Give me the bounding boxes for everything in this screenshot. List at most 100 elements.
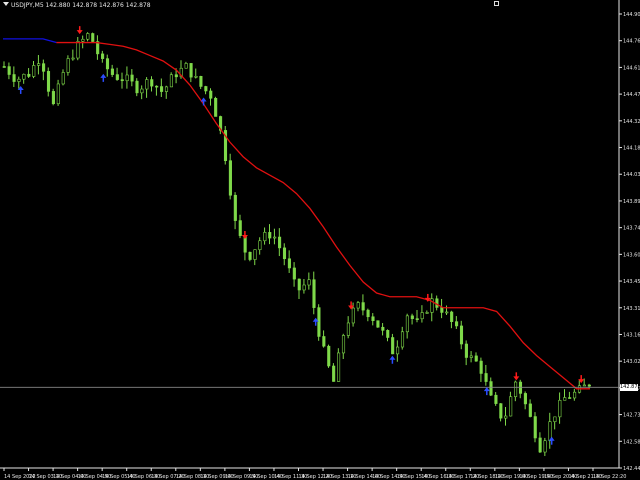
candle-body	[145, 79, 149, 90]
candle-body	[548, 421, 552, 442]
candle-body	[258, 240, 262, 250]
candle-body	[499, 403, 503, 419]
candle-body	[391, 337, 395, 355]
candle-body	[7, 66, 11, 75]
candle-body	[174, 74, 178, 78]
candle-body	[248, 251, 252, 260]
candle-body	[538, 437, 542, 453]
candle-body	[509, 396, 513, 417]
candle-body	[115, 74, 119, 80]
candle-body	[366, 309, 370, 318]
candle-body	[282, 247, 287, 260]
candle-body	[386, 330, 390, 338]
candle-body	[494, 394, 498, 404]
price-tick-label: 143.165	[623, 332, 640, 338]
candle-body	[459, 325, 464, 345]
candle-body	[292, 267, 296, 280]
moving-average-line	[56, 41, 590, 390]
candle-body	[484, 373, 488, 382]
time-tick-label: 14 Sep 07:20	[151, 474, 184, 480]
price-tick-label: 144.325	[623, 119, 640, 125]
candle-body	[228, 160, 232, 196]
sell-arrow-icon	[241, 231, 248, 240]
candle-body	[42, 63, 46, 72]
candle-body	[302, 284, 306, 291]
candle-body	[17, 78, 21, 82]
current-price-tag: 142.878	[620, 383, 640, 391]
candle-body	[396, 346, 400, 355]
price-tick-label: 143.020	[623, 359, 640, 365]
candle-body	[371, 316, 375, 321]
time-tick-label: 14 Sep 09:50	[225, 474, 258, 480]
candle-body	[81, 38, 85, 42]
time-tick-label: 14 Sep 14:50	[372, 474, 405, 480]
candle-body	[410, 315, 414, 319]
candle-body	[238, 220, 242, 236]
candle-body	[420, 312, 424, 320]
time-tick-label: 14 Sep 12:20	[299, 474, 332, 480]
candle-body	[587, 384, 591, 387]
candle-body	[351, 307, 355, 324]
price-tick-label: 144.760	[623, 39, 640, 45]
time-tick-label: 14 Sep 15:40	[397, 474, 430, 480]
candle-body	[164, 86, 169, 92]
price-tick-label: 143.890	[623, 199, 640, 205]
sell-arrow-icon	[513, 372, 520, 381]
candle-body	[105, 58, 110, 70]
candle-body	[135, 80, 139, 94]
time-tick-label: 14 Sep 14:00	[348, 474, 381, 480]
candle-body	[86, 33, 90, 40]
candle-body	[268, 232, 272, 239]
candle-body	[2, 66, 6, 68]
candle-body	[110, 68, 114, 75]
sell-arrow-icon	[348, 301, 355, 310]
moving-average-early	[3, 38, 57, 44]
candle-body	[425, 312, 429, 314]
price-tick-label: 144.470	[623, 92, 640, 98]
candle-body	[346, 322, 350, 336]
candle-body	[455, 321, 459, 327]
time-tick-label: 14 Sep 21:30	[568, 474, 601, 480]
candle-body	[101, 53, 105, 59]
candle-body	[96, 41, 100, 55]
candle-body	[22, 73, 26, 80]
candle-body	[376, 320, 380, 328]
candle-body	[37, 63, 41, 66]
buy-arrow-icon	[483, 387, 490, 396]
time-tick-label: 14 Sep 16:30	[421, 474, 454, 480]
candle-body	[563, 397, 567, 401]
sell-arrow-icon	[424, 293, 431, 302]
candle-body	[194, 76, 198, 78]
candle-body	[179, 67, 183, 78]
candle-body	[233, 194, 237, 221]
candle-body	[223, 130, 228, 162]
buy-arrow-icon	[17, 85, 24, 94]
time-tick-label: 14 Sep 18:10	[470, 474, 503, 480]
triangle-down-icon[interactable]	[3, 2, 9, 6]
candle-body	[307, 279, 311, 286]
candle-body	[553, 416, 557, 422]
candle-body	[523, 393, 527, 405]
candle-body	[46, 71, 51, 92]
candle-body	[489, 381, 493, 396]
candle-body	[71, 57, 75, 60]
chart-scale-icon[interactable]	[494, 1, 499, 6]
candle-body	[253, 249, 257, 260]
candle-body	[400, 331, 405, 348]
candle-body	[150, 79, 154, 87]
price-tick-label: 143.310	[623, 306, 640, 312]
candle-body	[568, 397, 572, 399]
time-tick-label: 14 Sep 17:20	[446, 474, 479, 480]
candle-body	[327, 345, 331, 367]
time-tick-label: 14 Sep 19:00	[495, 474, 528, 480]
time-tick-label: 14 Sep 13:10	[323, 474, 356, 480]
candle-body	[219, 116, 223, 131]
candle-body	[287, 258, 291, 269]
candle-body	[184, 63, 188, 69]
candle-body	[361, 302, 365, 311]
candle-body	[450, 311, 454, 322]
price-tick-label: 143.455	[623, 279, 640, 285]
candle-body	[56, 83, 60, 105]
